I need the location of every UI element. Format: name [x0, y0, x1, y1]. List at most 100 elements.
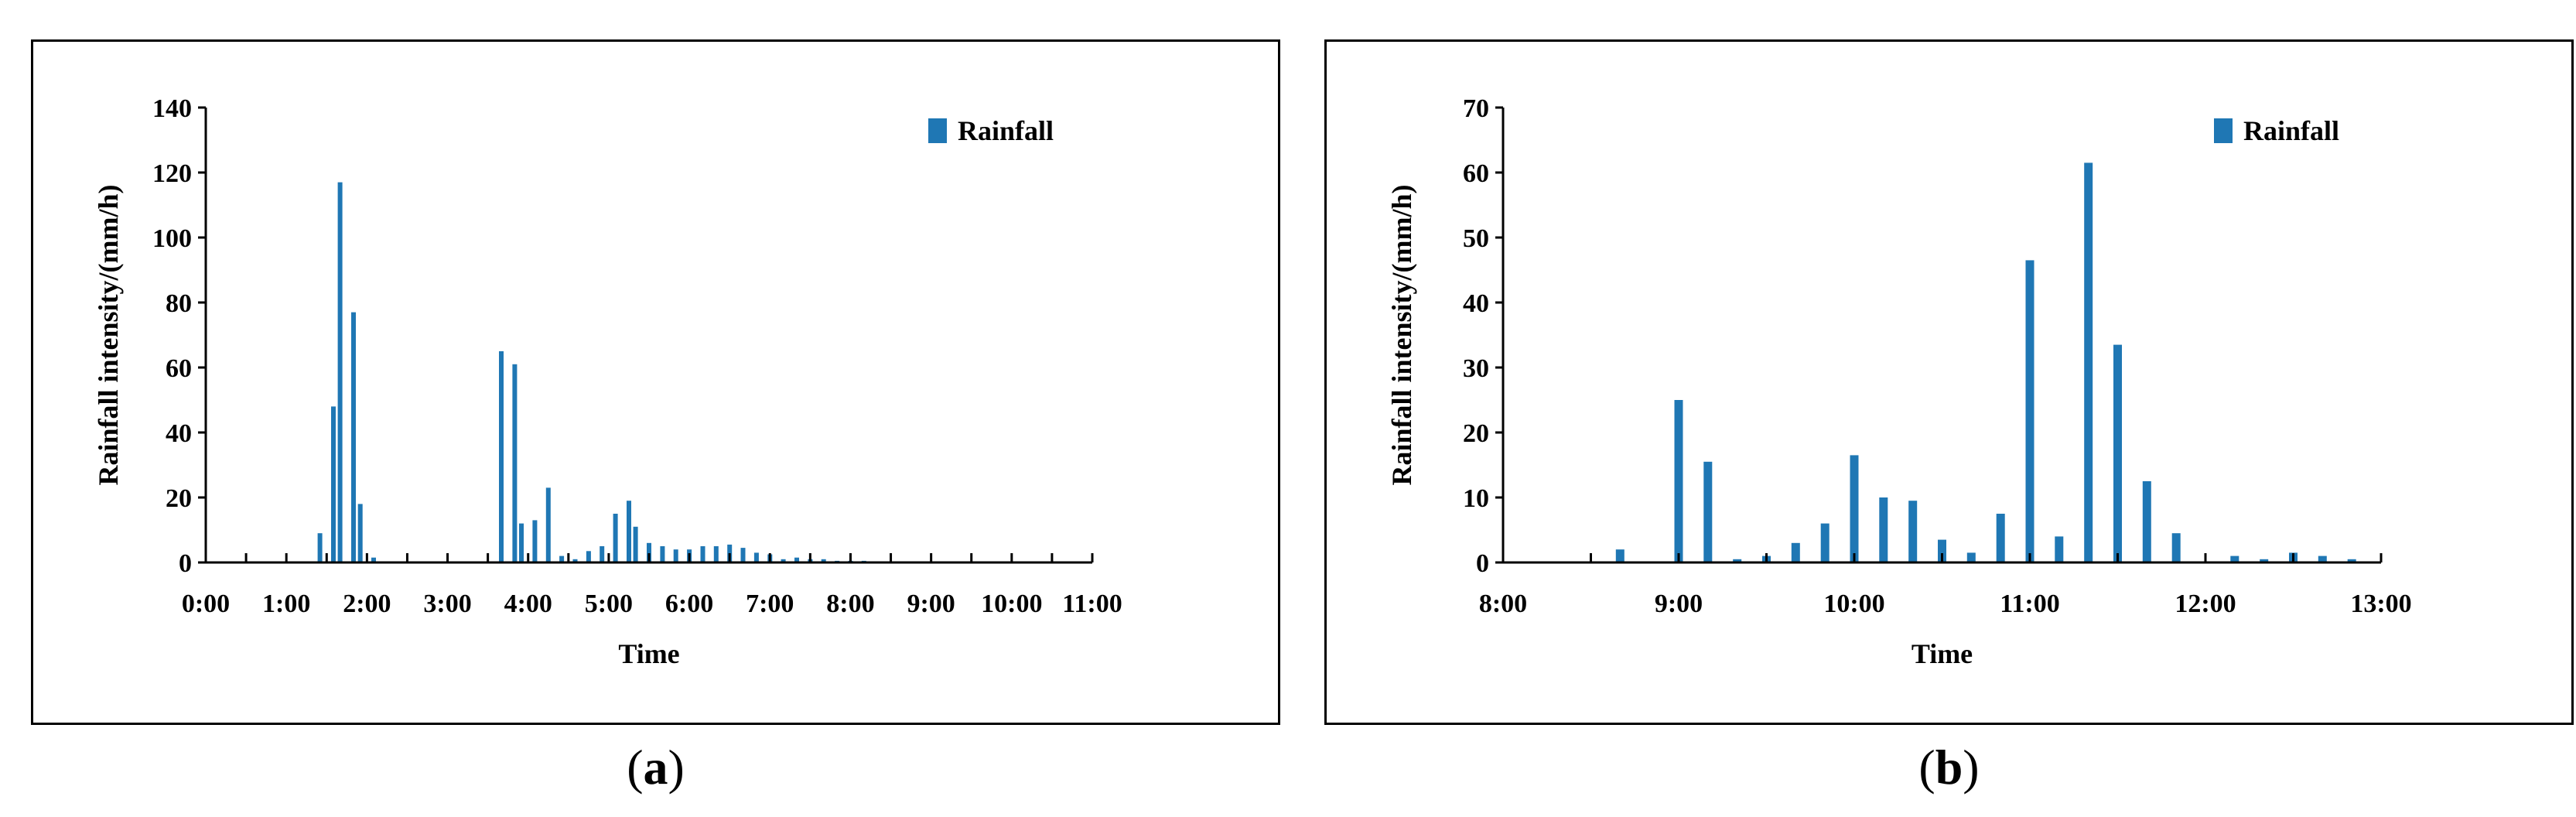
y-tick-label-a: 20 — [166, 484, 192, 513]
x-tick-label-a: 3:00 — [423, 590, 471, 618]
bar-a — [633, 526, 638, 562]
bar-a — [317, 533, 323, 562]
x-tick-label-a: 10:00 — [981, 590, 1042, 618]
bar-b — [1791, 542, 1800, 562]
y-tick-label-b: 70 — [1463, 94, 1489, 123]
bar-a — [519, 523, 524, 562]
chart-svg-b: 0 10 20 30 40 50 60 70 8:00 9:00 10:00 11:00 12:00 13… — [1386, 94, 2412, 669]
bar-a — [545, 487, 551, 562]
bar-b — [2084, 162, 2093, 562]
x-tick-label-a: 4:00 — [504, 590, 552, 618]
bar-a — [559, 555, 565, 562]
chart-panel-b: 0 10 20 30 40 50 60 70 8:00 9:00 10:00 11:00 12:00 13… — [1324, 0, 2574, 817]
y-tick-label-a: 120 — [152, 159, 192, 188]
y-tick-label-a: 80 — [166, 289, 192, 318]
x-tick-label-b: 9:00 — [1655, 590, 1703, 618]
x-tick-label-a: 1:00 — [262, 590, 310, 618]
bar-series-a — [317, 182, 880, 562]
legend-swatch-a — [928, 118, 947, 143]
y-tick-label-b: 50 — [1463, 224, 1489, 253]
bar-b — [1996, 514, 2005, 562]
panel-caption-b: (b) — [1918, 740, 1980, 795]
y-tick-label-b: 10 — [1463, 484, 1489, 513]
y-tick-label-b: 40 — [1463, 289, 1489, 318]
x-tick-label-a: 0:00 — [182, 590, 230, 618]
x-tick-label-b: 11:00 — [2000, 590, 2059, 618]
x-tick-label-a: 11:00 — [1062, 590, 1122, 618]
bar-b — [1908, 501, 1918, 562]
legend-label-b: Rainfall — [2243, 115, 2339, 146]
bar-b — [1850, 455, 1859, 562]
bar-a — [499, 351, 504, 562]
panel-label-b: b — [1935, 740, 1963, 795]
bar-a — [337, 182, 343, 562]
bar-a — [351, 312, 356, 562]
bar-b — [2025, 260, 2034, 562]
bar-a — [713, 546, 719, 562]
y-tick-label-b: 30 — [1463, 354, 1489, 383]
bar-b — [2113, 344, 2122, 562]
y-tick-label-b: 60 — [1463, 159, 1489, 188]
x-tick-label-a: 2:00 — [343, 590, 391, 618]
bar-b — [2260, 559, 2269, 562]
y-tick-label-b: 0 — [1476, 549, 1489, 578]
x-tick-label-b: 12:00 — [2175, 590, 2236, 618]
legend-label-a: Rainfall — [958, 115, 1054, 146]
panel-label-a: a — [643, 740, 668, 795]
legend-b: Rainfall — [2214, 115, 2339, 146]
x-tick-label-b: 8:00 — [1479, 590, 1527, 618]
bar-b — [1703, 461, 1713, 562]
legend-a: Rainfall — [928, 115, 1054, 146]
bar-b — [1674, 400, 1683, 562]
bar-b — [2347, 559, 2356, 562]
bar-a — [700, 546, 705, 562]
x-tick-label-a: 8:00 — [826, 590, 874, 618]
y-tick-label-a: 100 — [152, 224, 192, 253]
bar-a — [600, 546, 605, 562]
y-tick-label-a: 140 — [152, 94, 192, 123]
bar-a — [740, 548, 746, 562]
chart-panel-a: 0 20 40 60 80 100 120 140 0:00 1:00 2:00 3:00 4:00 5:… — [31, 0, 1280, 817]
bar-b — [2318, 555, 2327, 562]
x-axis-title-a: Time — [618, 638, 679, 669]
bar-a — [794, 557, 799, 562]
bar-a — [673, 549, 678, 562]
bar-a — [357, 504, 363, 562]
bar-b — [1879, 497, 1888, 562]
bar-b — [1733, 559, 1742, 562]
bar-a — [660, 546, 665, 562]
bar-a — [532, 520, 538, 562]
bar-series-b — [1615, 162, 2356, 562]
x-tick-label-b: 13:00 — [2350, 590, 2411, 618]
x-tick-label-a: 6:00 — [665, 590, 713, 618]
panel-caption-a: (a) — [627, 740, 685, 795]
chart-frame-b — [1324, 39, 2574, 725]
bar-b — [1966, 552, 1976, 562]
chart-frame-a — [31, 39, 1280, 725]
x-tick-label-a: 7:00 — [746, 590, 794, 618]
bar-a — [647, 542, 651, 562]
bar-b — [2055, 536, 2064, 562]
legend-swatch-b — [2214, 118, 2233, 143]
bar-a — [753, 552, 759, 562]
bar-a — [331, 406, 336, 562]
bar-a — [781, 559, 786, 562]
y-tick-label-a: 40 — [166, 419, 192, 448]
y-axis-title-b: Rainfall intensity/(mm/h) — [1386, 184, 1417, 485]
bar-b — [2171, 533, 2181, 562]
bar-b — [2230, 555, 2239, 562]
bar-a — [586, 551, 591, 562]
y-tick-label-a: 0 — [179, 549, 192, 578]
x-tick-label-b: 10:00 — [1823, 590, 1884, 618]
y-tick-label-b: 20 — [1463, 419, 1489, 448]
bar-b — [1938, 539, 1946, 562]
x-tick-label-a: 9:00 — [907, 590, 955, 618]
chart-svg-a: 0 20 40 60 80 100 120 140 0:00 1:00 2:00 3:00 4:00 5:… — [93, 94, 1122, 669]
bar-a — [821, 559, 826, 562]
bar-a — [613, 514, 618, 562]
bar-b — [1615, 549, 1625, 562]
y-tick-label-a: 60 — [166, 354, 192, 383]
y-axis-title-a: Rainfall intensity/(mm/h) — [93, 184, 124, 485]
bar-b — [1820, 523, 1830, 562]
bar-a — [512, 364, 518, 562]
